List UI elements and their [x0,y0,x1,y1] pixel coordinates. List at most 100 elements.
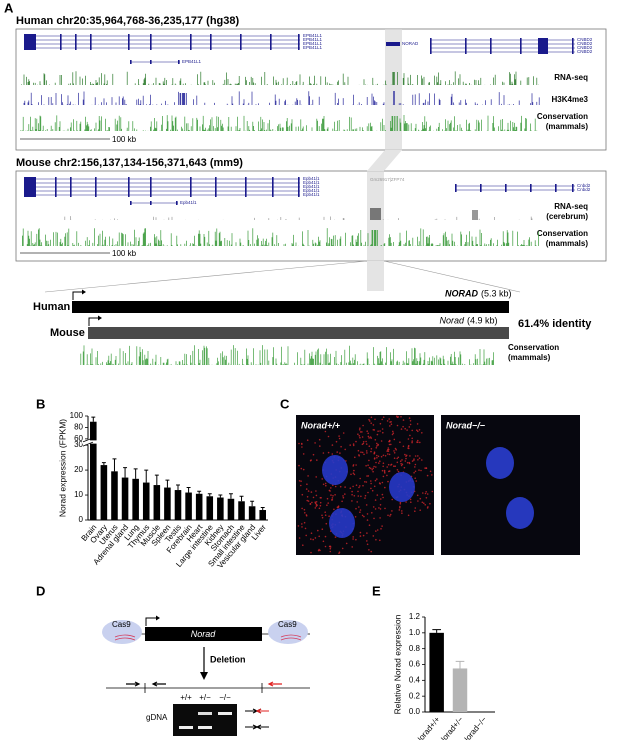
stain [370,448,373,450]
stain [357,495,360,497]
exon [272,181,274,185]
stain [375,461,377,464]
x-tick-label: Norad+/− [437,715,466,740]
gene-label: Epb41l1 [303,180,320,185]
exon [538,46,548,50]
stain [379,460,381,463]
exon [190,34,192,38]
axis-break-mark [82,437,94,447]
stain [411,429,414,432]
stain [394,465,397,468]
cas9-label: Cas9 [278,620,297,629]
lane-label: +/+ [180,693,192,702]
exon [215,181,217,185]
error-bar [112,458,117,472]
stain [379,517,381,519]
stain [359,509,362,511]
bar [174,490,182,520]
stain [362,534,365,537]
stain [298,442,300,445]
stain [370,482,372,485]
exon [520,46,522,50]
exon [128,181,130,185]
stain [361,431,363,433]
error-bar [133,468,138,479]
exon [215,193,217,197]
stain [393,438,396,441]
stain [407,438,410,440]
exon [55,189,57,193]
bar [248,506,256,520]
exon [555,188,557,192]
bar [195,493,203,520]
gene-label: EPB41L1 [303,45,323,50]
bar [121,477,129,520]
cas9 [268,620,308,644]
stain [326,497,329,500]
stain [372,470,374,473]
track-label: Conservation [537,112,588,121]
gene-label: Norad [191,629,217,639]
stain [362,484,364,487]
stain [310,551,312,554]
stain [417,439,419,442]
arrow [200,672,208,680]
exon [298,34,300,38]
tss-arrow [72,291,84,300]
stain [396,469,399,471]
exon [505,184,507,188]
stain [306,439,309,442]
gene-label: EPB41L1 [303,33,323,38]
stain [321,514,323,517]
stain [382,496,384,499]
stain [375,538,377,541]
stain [360,495,362,498]
stain [324,545,327,548]
exon [150,38,152,42]
tss-arrow [82,289,86,295]
bar [452,668,468,712]
stain [372,424,375,426]
stain [417,430,419,433]
stain [359,535,362,537]
stain [355,484,358,487]
stain [386,420,389,422]
stain [411,440,414,442]
signal-track [23,91,540,105]
gene-label: CNBD2 [577,49,593,54]
stain [370,422,373,425]
stain [341,547,344,550]
y-tick-label: 80 [74,423,83,432]
stain [344,493,346,495]
stain [383,471,386,473]
error-bar [228,493,233,499]
stain [405,501,407,503]
stain [325,484,327,487]
stain [390,443,392,446]
stain [367,491,369,494]
stain [399,506,401,509]
stain [331,453,334,455]
exon [75,46,77,50]
exon [270,46,272,50]
y-tick-label: 0 [79,515,84,524]
track-label: (cerebrum) [546,212,588,221]
bar [227,498,235,520]
stain [303,521,306,524]
stain [414,470,417,473]
exon [465,38,467,42]
signal-track [20,228,539,246]
gene-label: EPB41L1 [303,41,323,46]
nucleus [389,472,415,502]
track-label: Conservation [508,343,559,352]
stain [374,439,377,441]
stain [297,525,300,527]
stain [408,417,411,419]
gene-label: EPB41L1 [303,37,323,42]
error-bar [186,487,191,493]
stain [368,466,371,469]
exon [24,193,36,197]
exon [150,201,152,205]
stain [408,447,410,450]
stain [321,478,324,480]
